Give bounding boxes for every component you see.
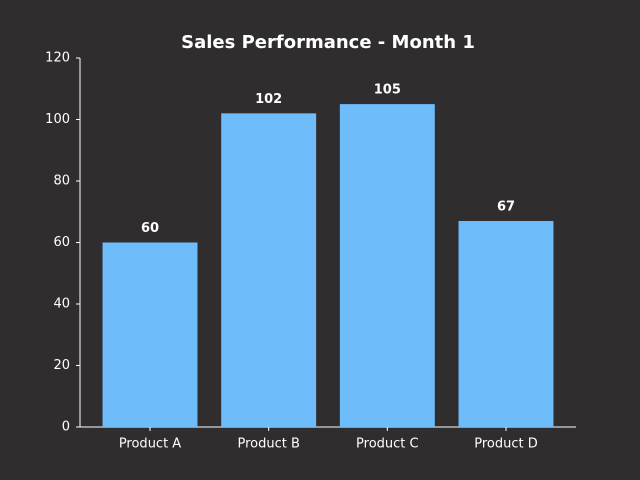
chart-title: Sales Performance - Month 1: [181, 32, 475, 53]
y-tick-label: 80: [53, 174, 70, 189]
value-label: 105: [374, 83, 401, 98]
x-tick-label: Product C: [356, 437, 419, 452]
x-tick-label: Product B: [237, 437, 299, 452]
x-tick-label: Product D: [474, 437, 538, 452]
y-tick-label: 100: [45, 112, 70, 127]
y-tick-label: 60: [53, 235, 70, 250]
bar: [458, 220, 554, 427]
y-tick-label: 40: [53, 297, 70, 312]
value-label: 60: [141, 221, 159, 236]
y-tick-label: 120: [45, 51, 70, 66]
x-tick-label: Product A: [119, 437, 181, 452]
bar: [221, 113, 317, 427]
y-tick-label: 20: [53, 358, 70, 373]
y-tick-label: 0: [62, 420, 70, 435]
value-label: 102: [255, 92, 282, 107]
value-label: 67: [497, 199, 515, 214]
bar: [339, 104, 435, 427]
bar: [102, 242, 198, 427]
